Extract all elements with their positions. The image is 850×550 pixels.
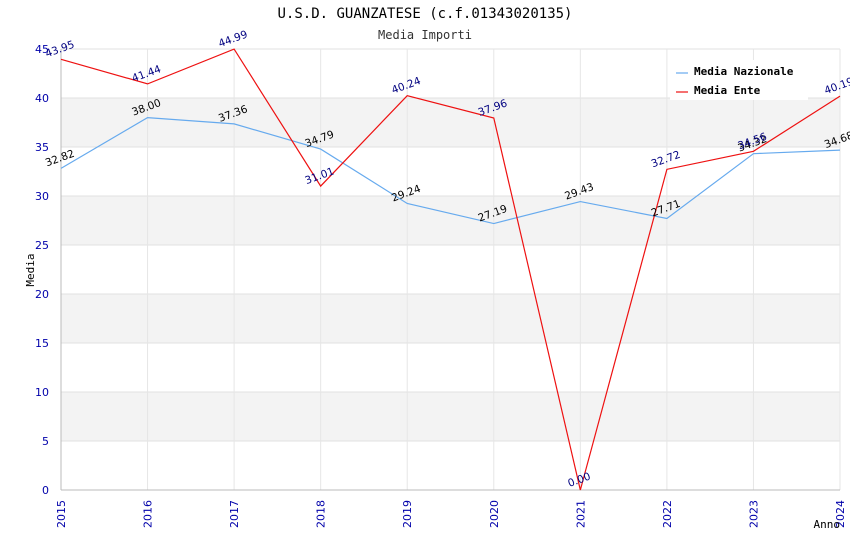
x-tick-label: 2017 [228, 500, 241, 528]
y-tick-label: 5 [42, 435, 49, 448]
y-tick-label: 45 [35, 43, 49, 56]
legend: Media Nazionale Media Ente [670, 60, 808, 100]
plot-band [61, 294, 840, 343]
x-tick-label: 2022 [661, 500, 674, 528]
y-tick-label: 25 [35, 239, 49, 252]
y-tick-label: 15 [35, 337, 49, 350]
x-tick-label: 2016 [142, 500, 155, 528]
plot-band [61, 196, 840, 245]
data-label-ente: 40.24 [390, 75, 423, 97]
data-label-ente: 40.19 [823, 76, 850, 98]
axes: 0 5 10 15 20 25 30 35 40 45 2015 2016 2017 2018 2019 20… [35, 43, 847, 528]
plot-band [61, 392, 840, 441]
y-tick-label: 10 [35, 386, 49, 399]
series-lines [60, 48, 841, 491]
x-axis-label: Anno [814, 518, 841, 531]
x-tick-label: 2019 [401, 500, 414, 528]
legend-label-ente: Media Ente [694, 84, 761, 97]
chart-title: U.S.D. GUANZATESE (c.f.01343020135) [277, 6, 572, 22]
series-line-ente [60, 48, 841, 491]
data-label-ente: 43.95 [44, 39, 76, 61]
y-tick-label: 20 [35, 288, 49, 301]
plot-background-bands [61, 98, 840, 441]
y-tick-label: 40 [35, 92, 49, 105]
y-tick-label: 35 [35, 141, 49, 154]
x-tick-label: 2015 [55, 500, 68, 528]
legend-background [670, 60, 808, 100]
x-tick-label: 2024 [834, 500, 847, 528]
x-tick-label: 2021 [574, 500, 587, 528]
chart-subtitle: Media Importi [378, 28, 472, 42]
x-tick-label: 2018 [315, 500, 328, 528]
legend-label-nazionale: Media Nazionale [694, 65, 794, 78]
x-tick-label: 2023 [747, 500, 760, 528]
y-axis-label: Media [24, 253, 37, 286]
plot-band [61, 98, 840, 147]
x-tick-label: 2020 [488, 500, 501, 528]
data-label-ente: 44.99 [217, 28, 249, 50]
data-label-ente: 41.44 [130, 63, 163, 85]
y-tick-label: 0 [42, 484, 49, 497]
y-tick-label: 30 [35, 190, 49, 203]
series-line-nazionale [60, 116, 841, 225]
